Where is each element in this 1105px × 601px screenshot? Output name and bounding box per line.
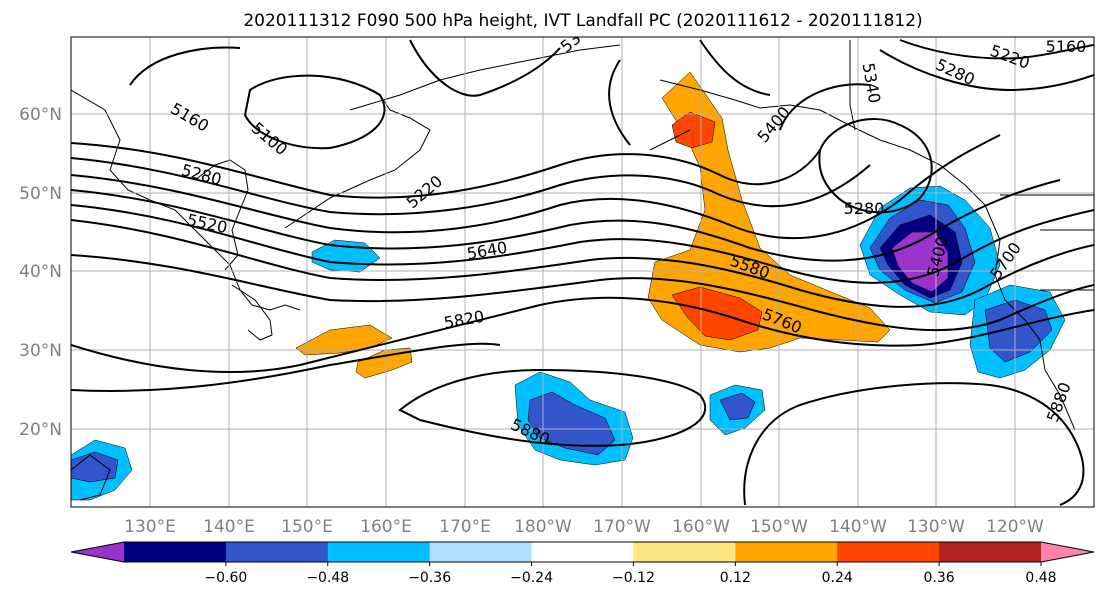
- lon-tick-label: 150°E: [281, 517, 333, 537]
- height-contours: [71, 39, 1094, 506]
- contour-label: 5160: [1046, 37, 1087, 56]
- lat-tick-label: 60°N: [19, 105, 62, 125]
- lon-tick-label: 140°W: [829, 517, 887, 537]
- colorbar-tick-label: 0.12: [720, 570, 751, 586]
- lat-tick-label: 40°N: [19, 262, 62, 282]
- map-panel: 5160 5100 5280 5520 5220 5640 5820 5880 …: [71, 37, 1094, 507]
- colorbar-extend-low: [71, 542, 124, 562]
- colorbar-segment: [633, 542, 736, 562]
- lat-tick-label: 50°N: [19, 184, 62, 204]
- colorbar: −0.60 −0.48 −0.36 −0.24 −0.12 0.12 0.24 0.36 0.4…: [70, 541, 1095, 586]
- lon-tick-label: 130°E: [124, 517, 176, 537]
- lon-tick-label: 130°W: [907, 517, 965, 537]
- colorbar-segment: [327, 542, 431, 562]
- colorbar-segment: [735, 542, 838, 562]
- longitude-labels: 130°E 140°E 150°E 160°E 170°E 180°W 170°…: [124, 517, 1044, 537]
- colorbar-segment: [939, 542, 1042, 562]
- latitude-labels: 60°N 50°N 40°N 30°N 20°N: [19, 105, 62, 440]
- contour-label: 5280: [844, 199, 885, 218]
- lon-tick-label: 170°W: [593, 517, 651, 537]
- lon-tick-label: 180°W: [514, 517, 572, 537]
- colorbar-segment: [837, 542, 940, 562]
- lat-tick-label: 20°N: [19, 420, 62, 440]
- colorbar-tick-label: 0.48: [1025, 570, 1056, 586]
- colorbar-tick-label: −0.60: [204, 570, 247, 586]
- map-frame: [70, 36, 1095, 508]
- negative-anomaly-pnw: [859, 185, 1066, 379]
- colorbar-tick-label: −0.24: [510, 570, 553, 586]
- colorbar-segment: [531, 542, 634, 562]
- colorbar-segment: [124, 542, 227, 562]
- colorbar-tick-label: −0.12: [612, 570, 655, 586]
- colorbar-tick-label: 0.24: [822, 570, 853, 586]
- lon-tick-label: 140°E: [203, 517, 255, 537]
- lon-tick-label: 160°E: [360, 517, 412, 537]
- lon-tick-label: 120°W: [986, 517, 1044, 537]
- colorbar-segment: [429, 542, 533, 562]
- lon-tick-label: 150°W: [750, 517, 808, 537]
- colorbar-tick-label: −0.48: [306, 570, 349, 586]
- colorbar-tick-label: 0.36: [924, 570, 955, 586]
- ivt-shading: [71, 71, 1066, 501]
- colorbar-segment: [225, 542, 329, 562]
- colorbar-extend-high: [1041, 542, 1094, 562]
- figure-title: 2020111312 F090 500 hPa height, IVT Land…: [243, 11, 922, 31]
- lon-tick-label: 170°E: [439, 517, 491, 537]
- positive-anomaly-band: [295, 71, 891, 379]
- colorbar-tick-label: −0.36: [408, 570, 451, 586]
- graticule: [71, 37, 1094, 507]
- colorbar-outline: [70, 541, 1095, 563]
- lat-tick-label: 30°N: [19, 341, 62, 361]
- lon-tick-label: 160°W: [672, 517, 730, 537]
